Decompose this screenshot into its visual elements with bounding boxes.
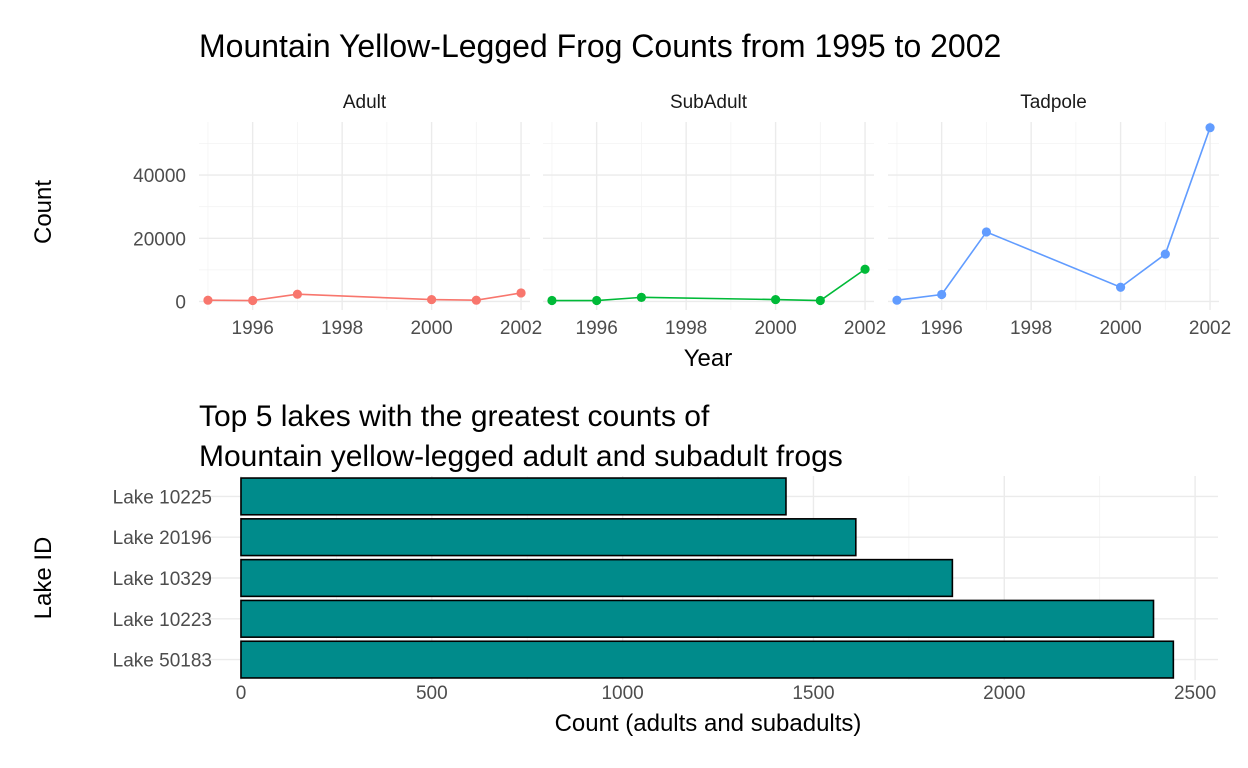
- data-point: [203, 295, 213, 305]
- x-tick-label: 2002: [1189, 318, 1231, 339]
- data-point: [981, 227, 992, 237]
- y-tick-label: 20000: [133, 229, 186, 250]
- facet-strip-label: SubAdult: [670, 92, 748, 113]
- top-y-axis-title: Count: [30, 180, 57, 244]
- bar-lake-10223: [240, 599, 1155, 638]
- data-point: [248, 295, 258, 306]
- category-label: Lake 10329: [113, 569, 212, 590]
- bar-lake-10225: [240, 477, 787, 516]
- x-tick-label: 500: [416, 683, 448, 704]
- category-label: Lake 10223: [113, 610, 212, 631]
- bottom-x-axis-title: Count (adults and subadults): [555, 710, 862, 737]
- x-tick-label: 2002: [500, 318, 542, 339]
- facet-strip-label: Tadpole: [1020, 92, 1087, 113]
- data-point: [1205, 123, 1215, 133]
- data-point: [292, 289, 303, 299]
- data-point: [815, 295, 825, 306]
- x-tick-label: 2000: [1099, 318, 1141, 339]
- series-line-subadult: [551, 268, 866, 302]
- facet-panels: Adult 1996 1998 2000 2002 SubAdult 1996 1998 200…: [133, 92, 1231, 339]
- data-point: [516, 288, 526, 298]
- category-label: Lake 10225: [113, 487, 212, 508]
- y-tick-label: 40000: [133, 166, 186, 187]
- data-point: [1160, 249, 1170, 259]
- data-point: [937, 289, 947, 300]
- data-point: [1115, 282, 1126, 292]
- bar-panel: Lake 10225 Lake 20196 Lake 10329 Lake 10223…: [113, 476, 1218, 704]
- category-label: Lake 20196: [113, 528, 212, 549]
- x-tick-label: 1998: [665, 318, 707, 339]
- data-point: [860, 264, 870, 274]
- x-tick-label: 2000: [410, 318, 452, 339]
- category-label: Lake 50183: [113, 651, 212, 672]
- data-point: [636, 292, 647, 302]
- x-tick-label: 1998: [1010, 318, 1052, 339]
- x-tick-label: 2002: [844, 318, 886, 339]
- x-tick-label: 1000: [601, 683, 643, 704]
- facet-panel-subadult: SubAdult 1996 1998 2000 2002: [543, 92, 886, 339]
- data-point: [770, 294, 781, 305]
- x-tick-label: 2000: [754, 318, 796, 339]
- facet-strip-label: Adult: [343, 92, 387, 113]
- x-tick-label: 1996: [232, 318, 274, 339]
- top-x-axis-title: Year: [684, 345, 733, 372]
- facet-panel-adult: Adult 1996 1998 2000 2002: [199, 92, 542, 339]
- x-tick-label: 1996: [921, 318, 963, 339]
- x-tick-label: 2500: [1174, 683, 1216, 704]
- x-tick-label: 1996: [576, 318, 618, 339]
- x-tick-label: 1500: [792, 683, 834, 704]
- x-tick-label: 2000: [983, 683, 1025, 704]
- bottom-chart-title-line-2: Mountain yellow-legged adult and subadul…: [199, 440, 843, 473]
- bar-lake-50183: [240, 640, 1175, 679]
- bar-lake-10329: [240, 558, 954, 598]
- bottom-y-axis-title: Lake ID: [30, 537, 57, 620]
- x-tick-label: 0: [236, 683, 247, 704]
- bar-lake-20196: [240, 518, 857, 557]
- bottom-chart-title-line-1: Top 5 lakes with the greatest counts of: [199, 400, 710, 433]
- y-tick-label: 0: [175, 292, 186, 313]
- series-line-adult: [207, 292, 522, 302]
- data-point: [892, 295, 902, 305]
- data-point: [426, 294, 437, 305]
- data-point: [547, 295, 557, 306]
- facet-panel-tadpole: Tadpole 1996 1998 2000 2002: [888, 92, 1231, 339]
- data-point: [592, 295, 602, 306]
- x-tick-label: 1998: [321, 318, 363, 339]
- series-line-tadpole: [896, 127, 1211, 301]
- data-point: [471, 295, 481, 305]
- top-chart-title: Mountain Yellow-Legged Frog Counts from …: [199, 28, 1001, 64]
